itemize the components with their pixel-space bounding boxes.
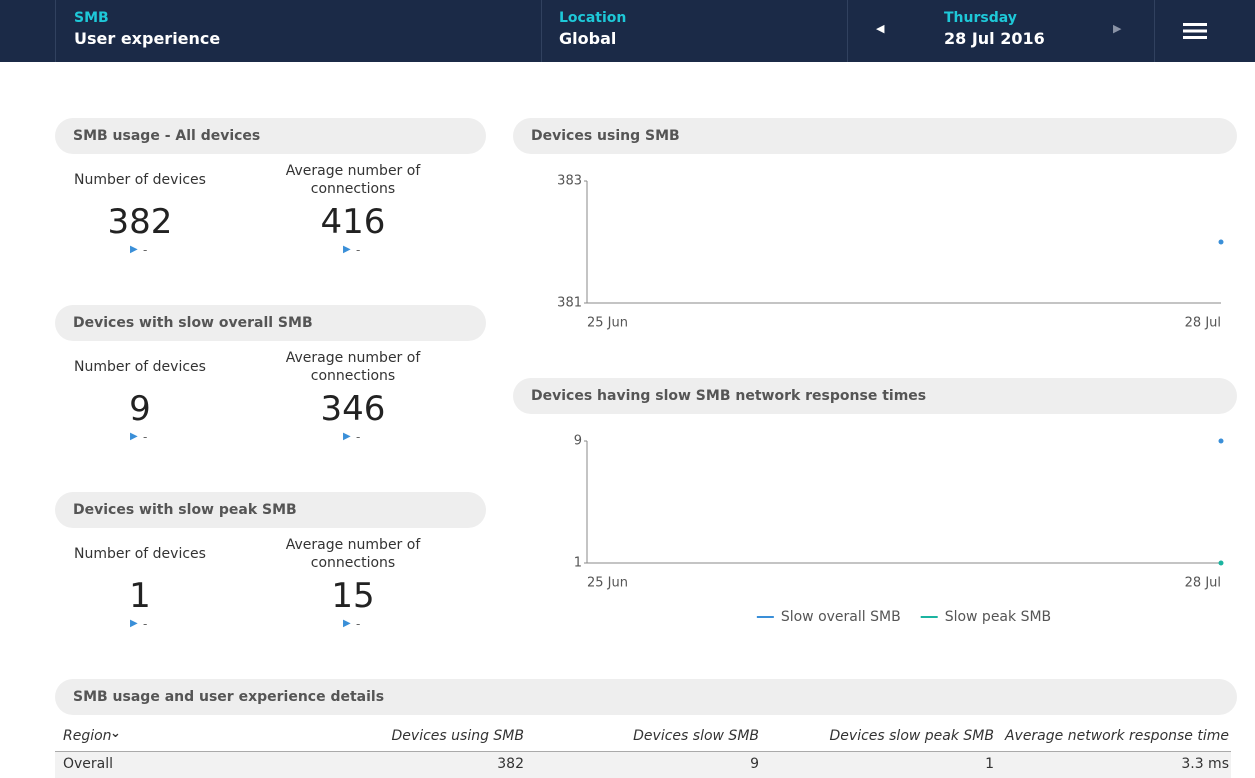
x-tick-label: 28 Jul — [1185, 316, 1221, 331]
legend-label: Slow peak SMB — [945, 609, 1051, 625]
panel-title: Devices with slow overall SMB — [55, 305, 486, 341]
trend-icon: ▶ — [343, 244, 351, 255]
divider — [1154, 0, 1155, 62]
y-tick-label: 1 — [574, 556, 582, 571]
table-row — [55, 752, 1231, 778]
y-tick-label: 9 — [574, 434, 582, 449]
data-point — [1218, 239, 1224, 245]
chart-title: Devices using SMB — [513, 118, 1237, 154]
table-cell: 9 — [750, 756, 759, 772]
metric-label: Number of devices — [74, 546, 206, 562]
location-label[interactable]: Location — [559, 10, 627, 26]
day: Thursday — [944, 10, 1017, 26]
app-label: SMB — [74, 10, 109, 26]
metric-value: 416 — [320, 202, 386, 242]
chart: 1 9 25 Jun 28 Jul Slow overall SMB Slow peak … — [574, 434, 1224, 625]
metric-label: Number of devices — [74, 359, 206, 375]
y-tick-label: 383 — [557, 174, 582, 189]
metric-label: Average number of connections — [285, 350, 421, 384]
chart-title: Devices having slow SMB network response… — [513, 378, 1237, 414]
table-title: SMB usage and user experience details — [55, 679, 1237, 715]
sort-icon: ⌄ — [110, 726, 121, 741]
header-rule — [55, 751, 1231, 752]
metric-value: 382 — [107, 202, 173, 242]
trend-value: - — [143, 430, 148, 444]
column-header: Devices using SMB — [391, 728, 524, 744]
trend-value: - — [356, 243, 361, 257]
trend-value: - — [143, 617, 148, 631]
column-header: Region — [63, 728, 112, 744]
metric-label: Number of devices — [74, 172, 206, 188]
metric-value: 9 — [129, 389, 151, 429]
metric-value: 1 — [129, 576, 151, 616]
prev-day[interactable]: ◀ — [876, 22, 885, 35]
x-tick-label: 25 Jun — [587, 316, 628, 331]
chart: 381 383 25 Jun 28 Jul — [557, 174, 1224, 331]
trend-icon: ▶ — [130, 244, 138, 255]
panel-title: SMB usage - All devices — [55, 118, 486, 154]
x-tick-label: 25 Jun — [587, 576, 628, 591]
panel-title: Devices with slow peak SMB — [55, 492, 486, 528]
metric-label: Average number of connections — [285, 537, 421, 571]
metric-value: 15 — [331, 576, 375, 616]
table-cell: 1 — [985, 756, 994, 772]
app-title: User experience — [74, 29, 221, 48]
legend-label: Slow overall SMB — [781, 609, 901, 625]
metric-value: 346 — [320, 389, 386, 429]
y-tick-label: 381 — [557, 296, 582, 311]
header: SMB User experience Location Global ◀ ▶ … — [0, 0, 1255, 62]
trend-icon: ▶ — [130, 618, 138, 629]
metric-label: Average number of connections — [285, 163, 421, 197]
trend-icon: ▶ — [130, 431, 138, 442]
data-point — [1218, 438, 1224, 444]
column-header: Average network response time — [1004, 728, 1229, 744]
column-header: Devices slow SMB — [633, 728, 759, 744]
table-cell: 382 — [497, 756, 524, 772]
column-header: Devices slow peak SMB — [829, 728, 994, 744]
trend-value: - — [356, 430, 361, 444]
x-tick-label: 28 Jul — [1185, 576, 1221, 591]
location-value[interactable]: Global — [559, 29, 617, 48]
next-day[interactable]: ▶ — [1113, 22, 1122, 35]
trend-value: - — [356, 617, 361, 631]
divider — [55, 0, 56, 62]
data-point — [1218, 560, 1224, 566]
trend-icon: ▶ — [343, 618, 351, 629]
trend-value: - — [143, 243, 148, 257]
divider — [847, 0, 848, 62]
trend-icon: ▶ — [343, 431, 351, 442]
table-cell: Overall — [63, 756, 114, 772]
divider — [541, 0, 542, 62]
menu-icon[interactable] — [1183, 21, 1207, 41]
table-cell: 3.3 ms — [1181, 756, 1229, 772]
date[interactable]: 28 Jul 2016 — [944, 29, 1045, 48]
